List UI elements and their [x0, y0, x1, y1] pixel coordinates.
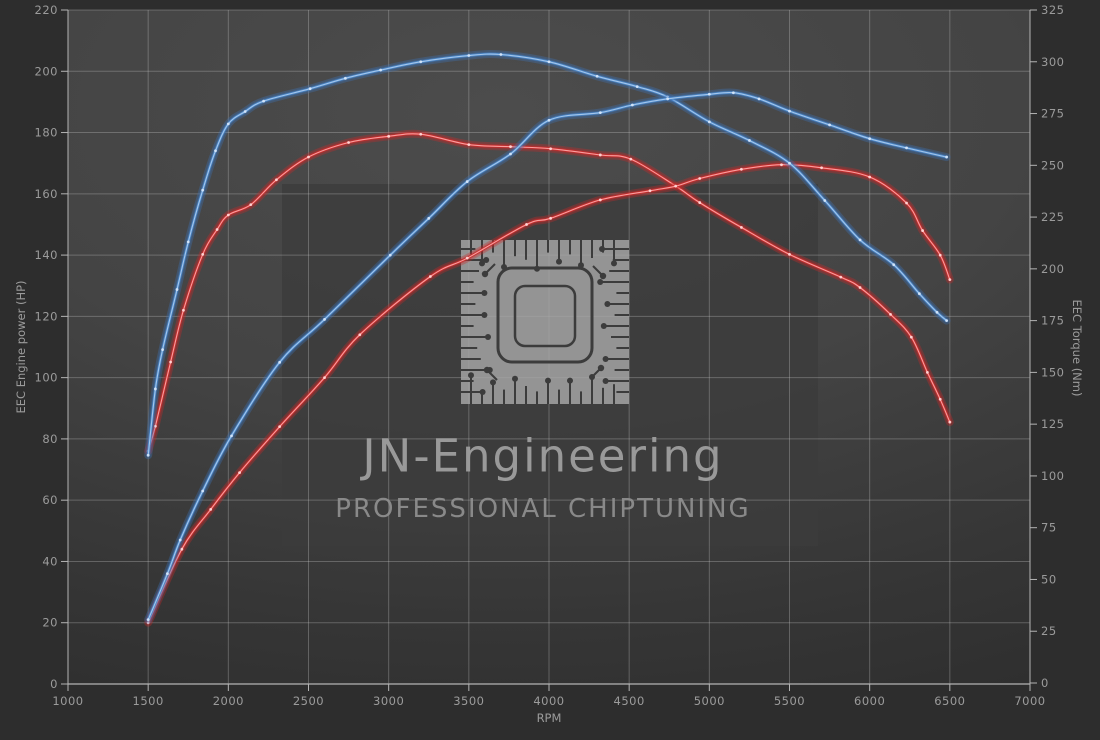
y-right-tick-label: 250	[1041, 158, 1064, 172]
y-axis-title-left: EEC Engine power (HP)	[14, 280, 28, 414]
y-right-tick-label: 300	[1041, 55, 1064, 69]
x-tick-label: 1500	[133, 694, 164, 708]
y-right-tick-label: 0	[1041, 676, 1049, 690]
y-right-tick-label: 125	[1041, 417, 1064, 431]
y-right-tick-label: 75	[1041, 521, 1057, 535]
y-left-tick-label: 20	[42, 616, 58, 630]
x-tick-label: 7000	[1014, 694, 1045, 708]
x-tick-label: 4000	[533, 694, 564, 708]
y-right-tick-label: 175	[1041, 314, 1064, 328]
y-left-tick-label: 220	[35, 3, 58, 17]
y-right-tick-label: 200	[1041, 262, 1064, 276]
y-left-tick-label: 60	[42, 493, 58, 507]
x-tick-label: 4500	[614, 694, 645, 708]
y-axis-title-right: EEC Torque (Nm)	[1070, 299, 1084, 397]
y-right-tick-label: 275	[1041, 107, 1064, 121]
y-left-tick-label: 160	[35, 187, 58, 201]
y-left-tick-label: 100	[35, 371, 58, 385]
x-tick-label: 1000	[52, 694, 83, 708]
chip-icon	[461, 240, 629, 404]
y-left-tick-label: 0	[50, 677, 58, 691]
y-left-tick-label: 40	[42, 554, 58, 568]
y-left-tick-label: 180	[35, 126, 58, 140]
y-right-tick-label: 25	[1041, 624, 1057, 638]
x-tick-label: 3000	[373, 694, 404, 708]
x-tick-label: 2500	[293, 694, 324, 708]
y-right-tick-label: 150	[1041, 365, 1064, 379]
x-tick-label: 5000	[694, 694, 725, 708]
y-left-tick-label: 200	[35, 64, 58, 78]
x-tick-label: 6000	[854, 694, 885, 708]
y-right-tick-label: 325	[1041, 3, 1064, 17]
x-tick-label: 5500	[774, 694, 805, 708]
y-left-tick-label: 140	[35, 248, 58, 262]
y-left-tick-label: 80	[42, 432, 58, 446]
x-axis-title: RPM	[536, 711, 562, 725]
x-tick-label: 3500	[453, 694, 484, 708]
x-tick-label: 6500	[934, 694, 965, 708]
watermark-tagline-text: PROFESSIONAL CHIPTUNING	[335, 494, 751, 524]
y-left-tick-label: 120	[35, 309, 58, 323]
y-right-tick-label: 225	[1041, 210, 1064, 224]
y-right-tick-label: 100	[1041, 469, 1064, 483]
y-right-tick-label: 50	[1041, 572, 1057, 586]
watermark-brand-text: JN-Engineering	[362, 429, 724, 483]
x-tick-label: 2000	[213, 694, 244, 708]
